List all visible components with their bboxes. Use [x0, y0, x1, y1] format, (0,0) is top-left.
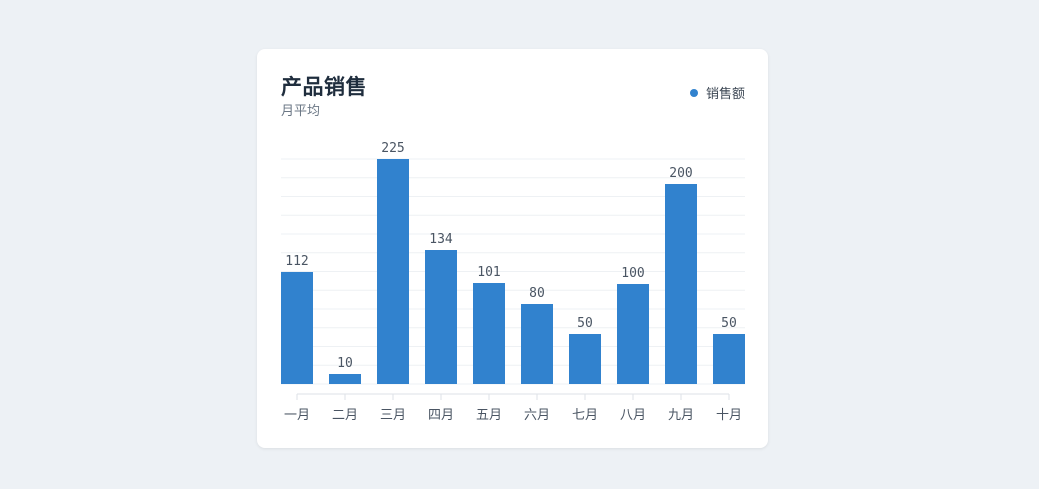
bar-4[interactable] — [425, 250, 457, 384]
bar-8[interactable] — [617, 284, 649, 384]
bar-value-label: 80 — [529, 286, 545, 301]
legend-marker — [689, 88, 698, 97]
bar-10[interactable] — [713, 334, 745, 384]
chart-title: 产品销售 — [281, 75, 367, 99]
bar-2[interactable] — [329, 374, 361, 384]
x-tick-label: 三月 — [380, 408, 406, 423]
bar-1[interactable] — [281, 272, 313, 384]
bar-5[interactable] — [473, 283, 505, 384]
x-tick-label: 四月 — [428, 408, 454, 423]
x-tick-label: 六月 — [524, 408, 550, 423]
bar-value-label: 100 — [621, 266, 644, 281]
bar-7[interactable] — [569, 334, 601, 384]
x-tick-label: 五月 — [476, 408, 502, 423]
x-tick-label: 一月 — [284, 408, 310, 423]
x-tick-label: 七月 — [572, 408, 598, 423]
chart-card: 产品销售 月平均 销售额 112 一月 10 二月 225 三月 134 四月 101 五月 80 六… — [257, 49, 768, 448]
chart-subtitle: 月平均 — [281, 104, 321, 119]
bar-value-label: 50 — [721, 316, 737, 331]
bar-9[interactable] — [665, 184, 697, 384]
bar-3[interactable] — [377, 159, 409, 384]
x-tick-label: 二月 — [332, 408, 358, 423]
bar-value-label: 10 — [337, 356, 353, 371]
chart-legend[interactable]: 销售额 — [689, 83, 745, 102]
x-tick-label: 九月 — [668, 408, 694, 423]
x-tick-label: 十月 — [716, 408, 742, 423]
bar-value-label: 225 — [381, 141, 404, 156]
bar-value-label: 134 — [429, 232, 453, 247]
bar-value-label: 50 — [577, 316, 593, 331]
legend-label: 销售额 — [705, 87, 745, 102]
bar-value-label: 112 — [285, 254, 308, 269]
bar-value-label: 200 — [669, 166, 692, 181]
bar-chart: 112 一月 10 二月 225 三月 134 四月 101 五月 80 六月 50 七月 100 八月 200… — [281, 141, 745, 423]
x-tick-label: 八月 — [620, 408, 646, 423]
bar-6[interactable] — [521, 304, 553, 384]
bar-value-label: 101 — [477, 265, 500, 280]
